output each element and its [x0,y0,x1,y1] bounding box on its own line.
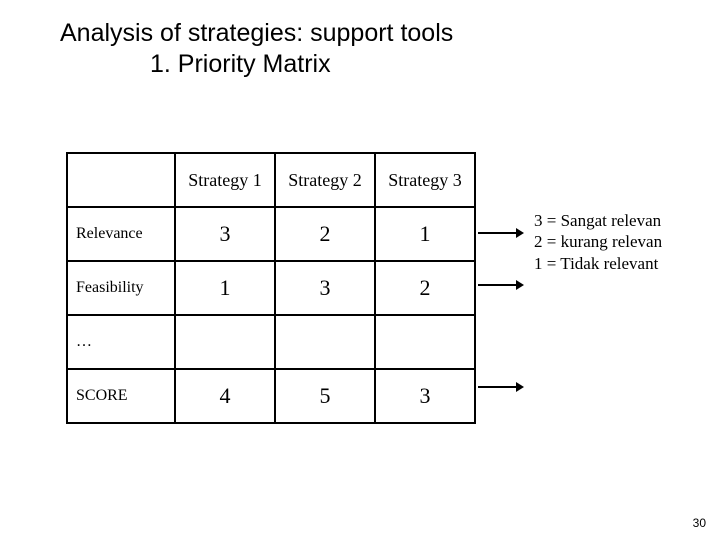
legend: 3 = Sangat relevan 2 = kurang relevan 1 … [534,210,662,274]
cell: 3 [375,369,475,423]
col-header: Strategy 3 [375,153,475,207]
legend-line: 2 = kurang relevan [534,231,662,252]
slide: Analysis of strategies: support tools 1.… [0,0,720,540]
table-header-row: Strategy 1 Strategy 2 Strategy 3 [67,153,475,207]
row-label: Relevance [67,207,175,261]
row-label: Feasibility [67,261,175,315]
col-header: Strategy 1 [175,153,275,207]
header-empty [67,153,175,207]
cell: 2 [275,207,375,261]
cell: 2 [375,261,475,315]
legend-line: 3 = Sangat relevan [534,210,662,231]
table-row: Relevance 3 2 1 [67,207,475,261]
col-header: Strategy 2 [275,153,375,207]
cell: 4 [175,369,275,423]
arrow-right-icon [478,228,524,238]
page-number: 30 [693,516,706,530]
table-row: … [67,315,475,369]
table-row: SCORE 4 5 3 [67,369,475,423]
cell: 1 [175,261,275,315]
cell: 5 [275,369,375,423]
cell [275,315,375,369]
table-row: Feasibility 1 3 2 [67,261,475,315]
cell: 3 [175,207,275,261]
arrow-right-icon [478,280,524,290]
title-line-2: 1. Priority Matrix [60,49,540,80]
title-line-1: Analysis of strategies: support tools [60,18,540,49]
matrix-table: Strategy 1 Strategy 2 Strategy 3 Relevan… [66,152,476,424]
row-label: SCORE [67,369,175,423]
cell [375,315,475,369]
legend-line: 1 = Tidak relevant [534,253,662,274]
cell: 3 [275,261,375,315]
title-block: Analysis of strategies: support tools 1.… [60,18,540,81]
arrow-right-icon [478,382,524,392]
row-label: … [67,315,175,369]
cell [175,315,275,369]
priority-matrix-table: Strategy 1 Strategy 2 Strategy 3 Relevan… [66,152,474,424]
cell: 1 [375,207,475,261]
